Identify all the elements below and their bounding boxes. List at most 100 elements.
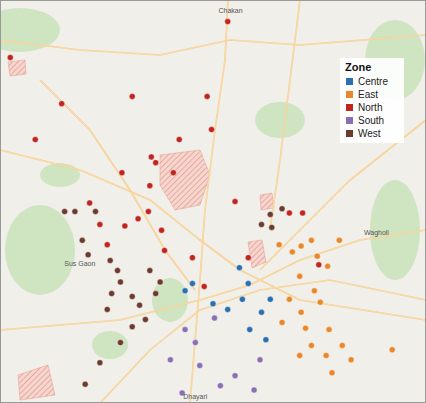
location-point [109, 291, 115, 297]
location-point [303, 325, 309, 331]
location-point [279, 319, 285, 325]
location-point [314, 253, 320, 259]
location-point [85, 252, 91, 258]
location-point [197, 363, 203, 369]
road-center [100, 280, 426, 403]
green-area [5, 205, 75, 295]
road-center [0, 230, 426, 330]
location-point [348, 357, 354, 363]
legend-swatch [346, 130, 353, 137]
location-point [258, 222, 264, 228]
road [0, 35, 426, 55]
green-area [92, 331, 128, 359]
location-point [182, 288, 188, 294]
location-point [72, 209, 78, 215]
zone-series [276, 237, 395, 375]
location-point [162, 247, 168, 253]
legend-label: East [358, 89, 378, 100]
location-point [104, 242, 110, 248]
location-point [62, 209, 68, 215]
location-point [129, 293, 135, 299]
location-point [147, 183, 153, 189]
map-container: ChakanSus GaonWagholiDhayariZoneCentreEa… [0, 0, 426, 403]
location-point [122, 223, 128, 229]
location-point [119, 170, 125, 176]
location-point [286, 210, 292, 216]
location-point [142, 317, 148, 323]
location-point [147, 268, 153, 274]
legend-label: West [358, 128, 381, 139]
legend-label: Centre [358, 76, 388, 87]
legend-swatch [346, 78, 353, 85]
location-point [192, 340, 198, 346]
location-point [279, 206, 285, 212]
location-point [263, 337, 269, 343]
green-area [40, 163, 80, 187]
location-point [153, 291, 159, 297]
green-area [255, 102, 305, 138]
location-point [87, 200, 93, 206]
location-point [225, 19, 231, 25]
location-point [32, 137, 38, 143]
green-area [152, 278, 188, 322]
legend-swatch [346, 117, 353, 124]
location-point [82, 381, 88, 387]
zone-series [182, 265, 273, 343]
place-label: Wagholi [364, 229, 389, 237]
location-point [176, 137, 182, 143]
location-point [325, 263, 331, 269]
location-point [317, 299, 323, 305]
location-point [157, 279, 163, 285]
location-point [298, 309, 304, 315]
location-point [201, 283, 207, 289]
place-label: Dhayari [183, 393, 208, 401]
location-point [209, 127, 215, 133]
location-point [251, 387, 257, 393]
legend-title: Zone [345, 61, 371, 73]
road [0, 150, 426, 320]
location-point [326, 327, 332, 333]
location-point [316, 262, 322, 268]
restricted-area [160, 150, 210, 210]
legend-label: North [358, 102, 382, 113]
location-point [298, 243, 304, 249]
legend-box [340, 58, 404, 143]
road [190, 0, 228, 403]
road-center [270, 0, 300, 230]
location-point [232, 199, 238, 205]
location-point [236, 265, 242, 271]
location-point [329, 370, 335, 376]
location-point [245, 255, 251, 261]
points [7, 19, 395, 396]
location-point [297, 273, 303, 279]
location-point [336, 237, 342, 243]
location-point [239, 296, 245, 302]
location-point [308, 342, 314, 348]
location-point [323, 353, 329, 359]
road-center [0, 35, 426, 55]
location-point [79, 237, 85, 243]
legend-swatch [346, 91, 353, 98]
location-point [300, 210, 306, 216]
location-point [297, 353, 303, 359]
road-center [0, 150, 426, 320]
location-point [267, 296, 273, 302]
location-point [104, 306, 110, 312]
location-point [135, 216, 141, 222]
location-point [225, 306, 231, 312]
location-point [129, 93, 135, 99]
location-point [182, 327, 188, 333]
location-point [289, 249, 295, 255]
road [40, 80, 195, 290]
land [0, 0, 426, 403]
location-point [311, 288, 317, 294]
location-point [257, 357, 263, 363]
location-point [97, 360, 103, 366]
location-point [210, 301, 216, 307]
location-point [167, 357, 173, 363]
road [270, 0, 300, 230]
location-point [189, 281, 195, 287]
zone-series [62, 206, 285, 388]
road-center [40, 80, 195, 290]
road [100, 280, 426, 403]
